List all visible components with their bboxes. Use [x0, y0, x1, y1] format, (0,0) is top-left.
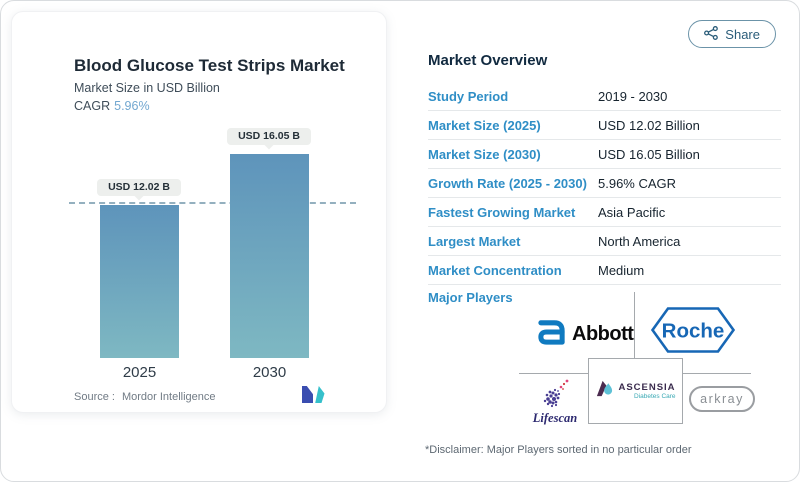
row-value: USD 16.05 Billion [598, 146, 700, 162]
bar-value-label-2030: USD 16.05 B [227, 128, 311, 145]
reference-dashed-line [69, 202, 356, 204]
overview-row-study-period: Study Period 2019 - 2030 [428, 82, 781, 111]
ascensia-logo-card: ASCENSIA Diabetes Care [588, 358, 683, 424]
ascensia-name: ASCENSIA [618, 382, 676, 393]
row-value: USD 12.02 Billion [598, 117, 700, 133]
ascensia-subtitle: Diabetes Care [633, 393, 676, 400]
abbott-a-icon [537, 317, 566, 351]
row-label: Largest Market [428, 233, 521, 249]
share-button-label: Share [725, 26, 760, 42]
source-attribution: Source : Mordor Intelligence [74, 391, 216, 403]
cagr-value: 5.96% [114, 99, 150, 113]
ascensia-wordmark: ASCENSIA Diabetes Care [618, 382, 675, 400]
market-overview-heading: Market Overview [428, 52, 548, 69]
market-overview-table: Study Period 2019 - 2030 Market Size (20… [428, 82, 781, 285]
players-vertical-connector [634, 292, 635, 358]
row-value: 5.96% CAGR [598, 175, 677, 191]
row-value: 2019 - 2030 [598, 88, 668, 104]
row-label: Study Period [428, 88, 509, 104]
source-name: Mordor Intelligence [121, 391, 216, 403]
lifescan-logo: Lifescan [521, 378, 589, 426]
lifescan-dots-icon [537, 379, 573, 412]
chart-title: Blood Glucose Test Strips Market [74, 56, 345, 75]
ascensia-droplet-icon [595, 379, 614, 403]
arkray-wordmark: arkray [700, 392, 744, 406]
bar-2030 [230, 154, 309, 358]
lifescan-wordmark: Lifescan [532, 411, 578, 425]
row-label: Fastest Growing Market [428, 204, 576, 220]
abbott-wordmark: Abbott [572, 322, 634, 345]
players-disclaimer: *Disclaimer: Major Players sorted in no … [425, 444, 692, 456]
row-label: Market Size (2025) [428, 117, 541, 133]
row-value: Medium [598, 262, 645, 278]
arkray-logo: arkray [689, 386, 755, 412]
overview-row-market-size-2030: Market Size (2030) USD 16.05 Billion [428, 140, 781, 169]
overview-row-growth-rate: Growth Rate (2025 - 2030) 5.96% CAGR [428, 169, 781, 198]
source-prefix: Source : [74, 391, 115, 403]
market-chart-card: Blood Glucose Test Strips Market Market … [11, 11, 387, 413]
overview-row-market-size-2025: Market Size (2025) USD 12.02 Billion [428, 111, 781, 140]
mordor-intelligence-logo-icon [302, 386, 325, 408]
cagr-label: CAGR [74, 99, 111, 113]
row-label: Growth Rate (2025 - 2030) [428, 175, 587, 191]
roche-logo: Roche [650, 307, 736, 358]
row-value: North America [598, 233, 681, 249]
overview-row-market-concentration: Market Concentration Medium [428, 256, 781, 285]
share-icon [704, 25, 719, 43]
x-axis-label-2025: 2025 [122, 364, 157, 381]
row-value: Asia Pacific [598, 204, 666, 220]
abbott-logo: Abbott [537, 317, 634, 351]
x-axis-label-2030: 2030 [252, 364, 287, 381]
roche-wordmark: Roche [662, 320, 725, 343]
share-button[interactable]: Share [688, 20, 776, 48]
row-label: Market Concentration [428, 262, 562, 278]
overview-row-largest-market: Largest Market North America [428, 227, 781, 256]
bar-value-label-2025: USD 12.02 B [97, 179, 181, 196]
row-label: Market Size (2030) [428, 146, 541, 162]
major-players-label: Major Players [428, 290, 513, 305]
overview-row-fastest-growing-market: Fastest Growing Market Asia Pacific [428, 198, 781, 227]
bar-2025 [100, 205, 179, 358]
chart-subtitle: Market Size in USD Billion [74, 81, 220, 95]
cagr-line: CAGR 5.96% [74, 99, 150, 113]
